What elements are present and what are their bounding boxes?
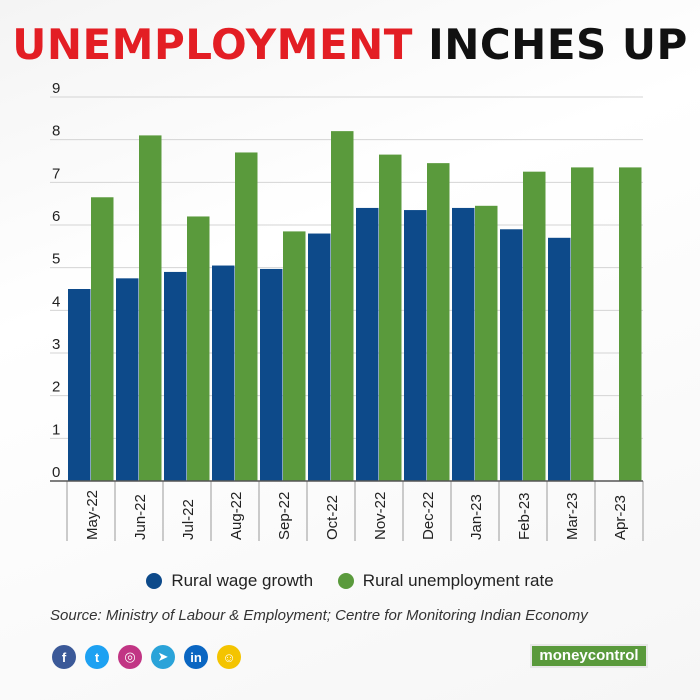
y-tick-label: 4 xyxy=(52,293,60,310)
y-tick-label: 3 xyxy=(52,336,60,353)
bar-unemployment-rate xyxy=(427,163,450,481)
bar-unemployment-rate xyxy=(523,171,546,481)
bar-wage-growth xyxy=(452,207,475,481)
x-tick-label: May-22 xyxy=(84,490,101,540)
bar-unemployment-rate xyxy=(619,167,642,481)
x-tick-label: Jan-23 xyxy=(468,494,485,540)
x-tick-label: Aug-22 xyxy=(228,492,245,540)
legend-swatch-wage xyxy=(146,573,163,589)
legend-label-wage: Rural wage growth xyxy=(171,571,314,590)
bar-unemployment-rate xyxy=(475,205,498,482)
bar-wage-growth xyxy=(164,271,187,481)
bar-unemployment-rate xyxy=(91,197,114,481)
chart-title: UNEMPLOYMENT INCHES UP xyxy=(0,20,700,69)
telegram-icon[interactable]: ➤ xyxy=(151,645,175,669)
y-tick-label: 5 xyxy=(52,251,60,268)
y-tick-label: 0 xyxy=(52,464,60,481)
bar-unemployment-rate xyxy=(571,167,594,481)
snapchat-icon[interactable]: ☺ xyxy=(217,645,241,669)
social-icons: f t ◎ ➤ in ☺ xyxy=(52,645,250,669)
title-part-black: INCHES UP xyxy=(428,20,688,69)
legend-label-unemployment: Rural unemployment rate xyxy=(362,571,554,590)
instagram-icon[interactable]: ◎ xyxy=(118,645,142,669)
x-tick-label: Jul-22 xyxy=(180,499,197,540)
legend-swatch-unemployment xyxy=(337,573,354,589)
bar-unemployment-rate xyxy=(331,131,354,481)
bar-unemployment-rate xyxy=(379,154,402,481)
x-tick-label: Feb-23 xyxy=(516,492,533,540)
bar-unemployment-rate xyxy=(235,152,258,481)
bar-wage-growth xyxy=(260,268,283,481)
x-tick-label: Mar-23 xyxy=(564,492,581,540)
bar-wage-growth xyxy=(548,237,571,481)
bar-wage-growth xyxy=(404,210,427,482)
twitter-icon[interactable]: t xyxy=(85,645,109,669)
bar-wage-growth xyxy=(68,289,91,481)
linkedin-icon[interactable]: in xyxy=(184,645,208,669)
bar-wage-growth xyxy=(116,278,139,481)
bar-unemployment-rate xyxy=(187,216,210,481)
y-tick-label: 8 xyxy=(52,123,60,140)
bar-wage-growth xyxy=(500,229,523,481)
bar-unemployment-rate xyxy=(283,231,306,481)
legend-item-unemployment: Rural unemployment rate xyxy=(337,571,554,591)
bar-wage-growth xyxy=(212,265,235,481)
bar-chart: 0 1 2 3 4 5 6 7 8 9 May-22 Jun-22 Jul-22 Aug-22 Sep-22… xyxy=(50,80,644,541)
y-tick-label: 7 xyxy=(52,165,60,182)
x-tick-label: Apr-23 xyxy=(612,495,629,540)
y-tick-label: 6 xyxy=(52,208,60,225)
bar-wage-growth xyxy=(356,207,379,481)
title-part-red: UNEMPLOYMENT xyxy=(12,20,413,69)
bar-unemployment-rate xyxy=(139,135,162,481)
y-tick-label: 1 xyxy=(52,421,60,438)
x-tick-label: Nov-22 xyxy=(372,492,389,540)
brand-logo: moneycontrol xyxy=(530,644,648,668)
x-tick-label: Dec-22 xyxy=(420,492,437,540)
chart-legend: Rural wage growth Rural unemployment rat… xyxy=(0,571,700,594)
y-tick-label: 9 xyxy=(52,80,60,97)
facebook-icon[interactable]: f xyxy=(52,645,76,669)
bar-wage-growth xyxy=(308,233,331,481)
legend-item-wage: Rural wage growth xyxy=(146,571,313,591)
y-tick-label: 2 xyxy=(52,379,60,396)
x-tick-label: Sep-22 xyxy=(276,492,293,540)
x-tick-label: Oct-22 xyxy=(324,495,341,540)
source-note: Source: Ministry of Labour & Employment;… xyxy=(50,607,588,624)
x-tick-label: Jun-22 xyxy=(132,494,149,540)
